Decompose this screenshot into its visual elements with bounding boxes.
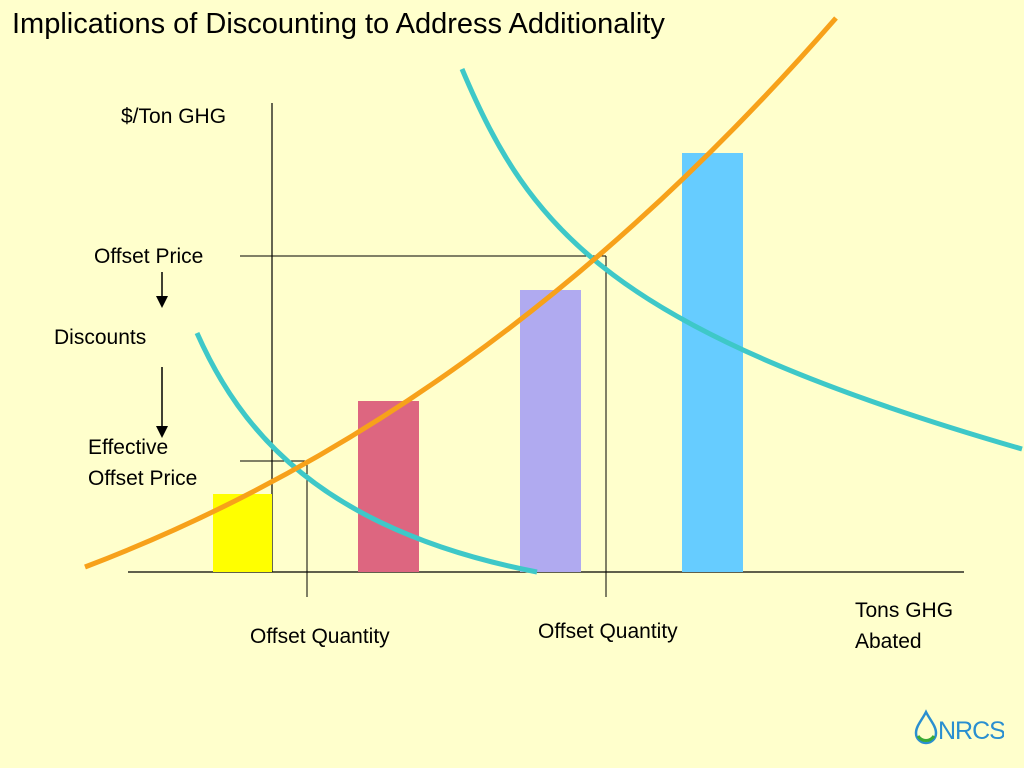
offset-price-label: Offset Price bbox=[94, 245, 204, 268]
offset-quantity-label-left: Offset Quantity bbox=[250, 625, 390, 648]
nrcs-logo: NRCS bbox=[912, 708, 1006, 748]
bar-3 bbox=[520, 290, 581, 572]
demand-curve bbox=[459, 68, 1023, 452]
discounts-label: Discounts bbox=[54, 326, 147, 349]
supply-curve bbox=[84, 16, 838, 570]
nrcs-logo-text: NRCS bbox=[938, 717, 1004, 745]
effective-price-label-line1: Effective bbox=[88, 436, 169, 459]
bar-4 bbox=[682, 153, 743, 572]
demand-curve-discounted bbox=[194, 331, 538, 575]
y-axis-label: $/Ton GHG bbox=[121, 105, 227, 128]
water-drop-icon bbox=[914, 709, 938, 745]
x-axis-label-line2: Abated bbox=[855, 630, 922, 653]
slide-title: Implications of Discounting to Address A… bbox=[12, 8, 665, 40]
offset-quantity-label-right: Offset Quantity bbox=[538, 620, 678, 643]
bar-2 bbox=[358, 401, 419, 572]
x-axis-label-line1: Tons GHG bbox=[855, 599, 954, 622]
effective-price-label-line2: Offset Price bbox=[88, 467, 198, 490]
